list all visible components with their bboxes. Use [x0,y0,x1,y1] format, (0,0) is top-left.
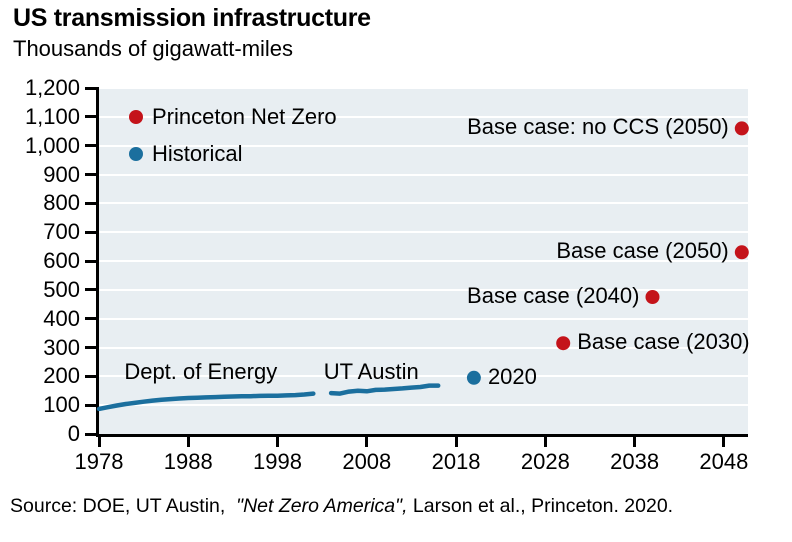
annotation-label: Base case (2030) [577,329,750,355]
x-tick-label: 1988 [163,449,213,474]
annotation-label: Base case (2040) [467,282,640,308]
historical-line [328,383,441,396]
gridline [99,375,748,378]
legend-label: Princeton Net Zero [152,103,337,129]
x-tick [97,437,101,447]
gridline [99,115,748,118]
y-tick-label: 1,000 [24,132,80,158]
x-tick-label: 2008 [342,449,392,474]
chart-title: US transmission infrastructure [13,4,371,32]
x-axis-line [96,434,748,437]
legend: Princeton Net Zero Historical [129,98,337,172]
y-tick-label: 1,100 [24,103,80,129]
y-tick [85,173,96,176]
source-note: Source: DOE, UT Austin, "Net Zero Americ… [10,495,673,518]
y-axis-line [96,87,99,437]
y-tick-label: 800 [43,190,80,216]
gridline [99,144,748,147]
y-tick-label: 600 [43,248,80,273]
chart-subtitle: Thousands of gigawatt-miles [13,36,294,61]
line-label: Dept. of Energy [124,359,278,384]
y-tick [85,432,96,436]
x-tick-label: 1998 [253,449,302,474]
source-prefix: Source: DOE, UT Austin, [10,495,237,517]
gridline [99,231,748,234]
y-tick-label: 700 [43,219,80,245]
x-tick-label: 2048 [699,449,749,474]
gridline [99,404,748,407]
plot-area: Princeton Net Zero Historical Dept. of En… [96,88,750,434]
y-tick-label: 900 [43,161,80,187]
data-point-dot [734,121,749,136]
x-tick-label: 2038 [610,449,660,474]
y-tick-label: 500 [43,276,80,302]
y-tick-label: 0 [67,421,80,446]
gridline [99,317,748,320]
gridline [99,346,748,349]
source-suffix: Larson et al., Princeton. 2020. [407,495,674,517]
data-point-dot [734,245,749,260]
y-tick [85,374,96,378]
x-tick [633,437,637,447]
gridline [99,173,748,176]
x-tick [365,437,369,447]
historical-line [96,391,316,412]
y-tick [85,144,96,148]
x-tick [722,437,726,447]
source-italic-title: "Net Zero America", [236,495,408,517]
annotation-label: 2020 [487,363,537,389]
legend-dot-icon [129,146,143,161]
plot-background [99,87,748,434]
y-tick [85,403,96,407]
data-point-dot [556,336,571,351]
gridline [99,288,748,291]
y-tick-label: 1,200 [24,75,80,100]
y-tick [85,317,96,321]
y-tick [85,288,96,292]
y-tick [85,346,96,349]
y-tick [85,115,96,119]
y-tick-label: 400 [43,305,80,331]
y-tick [85,201,96,205]
x-tick [454,437,458,447]
x-tick-label: 2018 [431,449,481,474]
x-tick [276,437,280,447]
y-tick-label: 200 [43,363,80,389]
x-tick [543,437,547,447]
data-point-dot [466,370,481,385]
y-tick [85,259,96,263]
gridline [99,202,748,205]
annotation-label: Base case (2050) [556,238,729,264]
legend-dot-icon [129,109,143,124]
y-tick-label: 300 [43,334,80,360]
line-label: UT Austin [323,359,419,384]
y-tick-label: 100 [43,392,80,418]
data-point-dot [645,290,660,304]
legend-item: Princeton Net Zero [129,98,337,135]
gridline [99,260,748,262]
plot-canvas [96,121,749,412]
gridline [99,87,748,89]
x-tick-label: 1978 [74,449,124,474]
annotation-label: Base case: no CCS (2050) [467,114,729,140]
y-tick [85,230,96,234]
legend-item: Historical [129,135,337,172]
legend-label: Historical [152,140,243,166]
y-tick [85,86,96,90]
x-tick-label: 2028 [520,449,570,474]
x-tick [186,437,190,447]
